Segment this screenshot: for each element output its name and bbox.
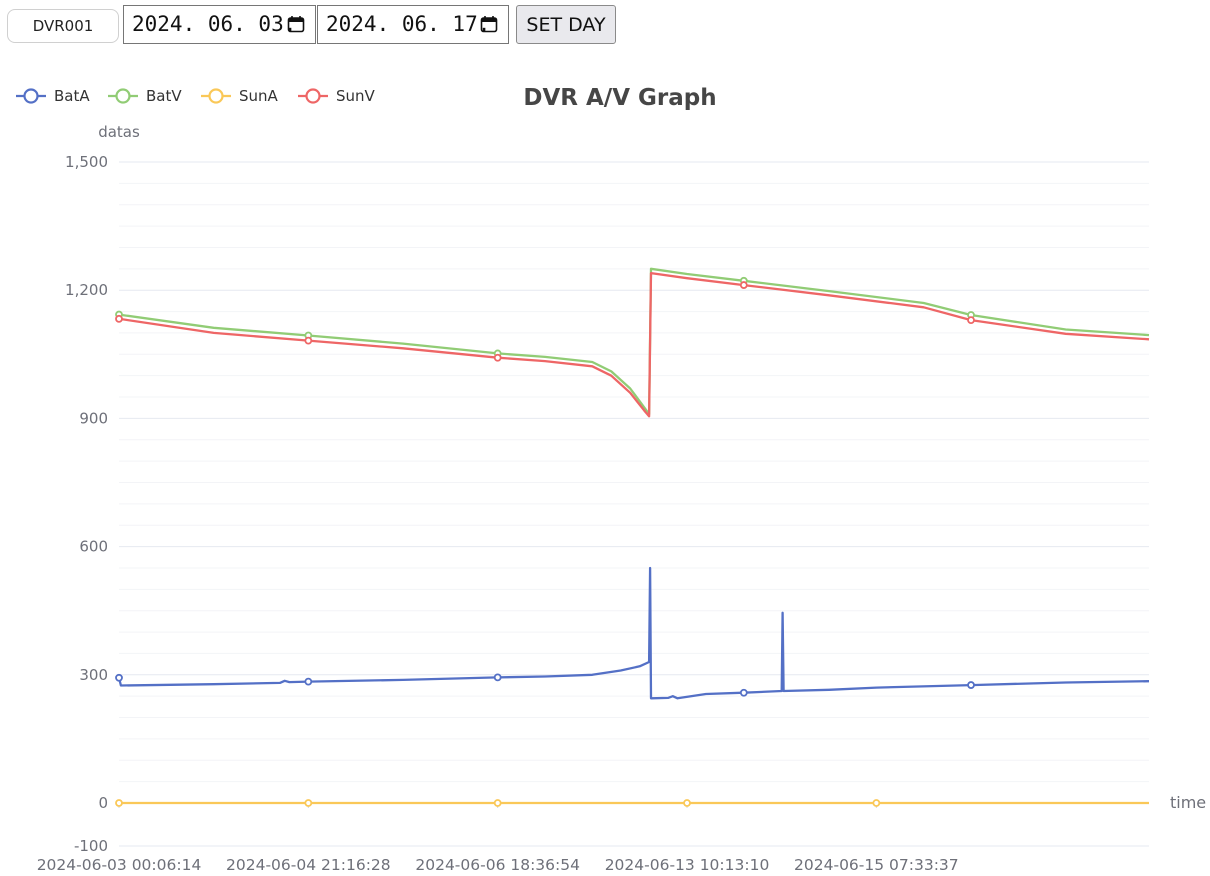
data-point-suna <box>115 799 123 807</box>
data-point-suna <box>872 799 881 807</box>
set-day-button[interactable]: SET DAY <box>516 5 616 44</box>
legend-item-sunv: SunV <box>298 87 376 105</box>
y-tick-label: -100 <box>74 837 108 855</box>
x-axis-label: time <box>1170 793 1206 812</box>
y-tick-label: 1,500 <box>65 153 108 171</box>
legend-marker <box>115 88 131 104</box>
data-point-bata <box>493 673 502 682</box>
legend-marker <box>305 88 321 104</box>
series-line-bata <box>117 566 1150 700</box>
calendar-icon[interactable] <box>287 15 305 33</box>
y-tick-label: 300 <box>79 666 108 684</box>
x-tick-label: 2024-06-06 18:36:54 <box>415 856 580 874</box>
y-tick-label: 0 <box>98 794 108 812</box>
y-axis-label: datas <box>98 123 140 141</box>
legend-label: SunV <box>336 87 376 105</box>
start-date-value: 2024. 06. 03. <box>132 12 297 36</box>
x-tick-label: 2024-06-03 00:06:14 <box>37 856 202 874</box>
series-line-batv <box>118 267 1150 416</box>
series-line-sunv <box>118 271 1150 418</box>
data-point-suna <box>493 799 502 807</box>
data-point-sunv <box>493 353 502 362</box>
data-point-sunv <box>967 316 975 325</box>
data-point-sunv <box>115 314 123 323</box>
legend: BatA BatV SunA SunV <box>16 87 376 105</box>
data-point-bata <box>739 688 748 697</box>
x-tick-label: 2024-06-13 10:13:10 <box>605 856 770 874</box>
data-point-bata <box>115 673 123 682</box>
data-point-suna <box>683 799 691 807</box>
legend-label: BatA <box>54 87 90 105</box>
x-tick-label: 2024-06-15 07:33:37 <box>794 856 959 874</box>
data-point-sunv <box>739 281 748 289</box>
data-point-bata <box>304 677 313 686</box>
legend-label: SunA <box>239 87 279 105</box>
start-date-input[interactable]: 2024. 06. 03. <box>123 5 316 44</box>
calendar-icon[interactable] <box>480 15 498 33</box>
x-tick-label: 2024-06-04 21:16:28 <box>226 856 391 874</box>
legend-marker <box>208 88 224 104</box>
legend-label: BatV <box>146 87 182 105</box>
end-date-input[interactable]: 2024. 06. 17. <box>317 5 509 44</box>
y-tick-label: 900 <box>79 409 108 427</box>
y-tick-label: 600 <box>79 538 108 556</box>
series-lines <box>115 267 1150 807</box>
device-id-input[interactable]: DVR001 <box>7 9 119 43</box>
end-date-value: 2024. 06. 17. <box>326 12 491 36</box>
data-point-sunv <box>304 336 313 345</box>
legend-item-suna: SunA <box>201 87 279 105</box>
toolbar: DVR001 2024. 06. 03. 2024. 06. 17. SET D… <box>0 0 1210 52</box>
data-point-bata <box>967 681 975 689</box>
y-tick-label: 1,200 <box>65 281 108 299</box>
legend-item-batv: BatV <box>108 87 182 105</box>
data-point-suna <box>304 799 313 807</box>
legend-marker <box>23 88 39 104</box>
legend-item-bata: BatA <box>16 87 90 105</box>
axes: -100 0 300 600 900 1,200 1,500 2024-06-03 00:06… <box>37 153 1149 874</box>
chart-title: DVR A/V Graph <box>523 85 716 111</box>
grid-lines <box>119 161 1149 847</box>
